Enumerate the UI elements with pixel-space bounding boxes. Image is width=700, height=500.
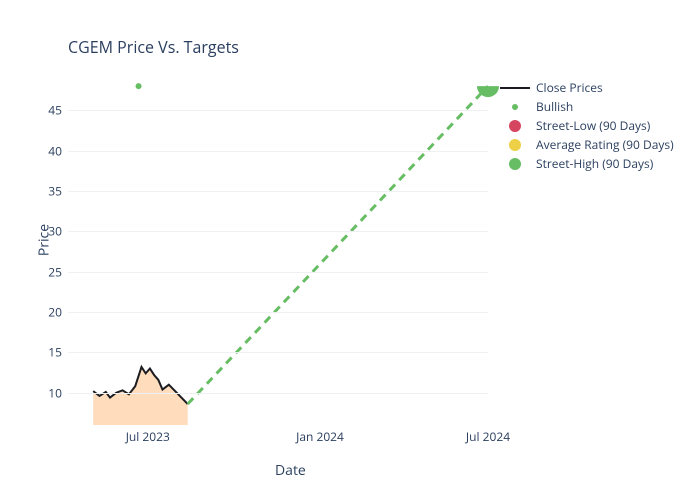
legend-item[interactable]: Close Prices xyxy=(500,78,674,97)
legend-swatch-wrap xyxy=(500,158,530,170)
y-tick-label: 45 xyxy=(32,102,62,119)
y-tick-label: 15 xyxy=(32,344,62,361)
legend-swatch-line xyxy=(500,87,530,89)
legend-swatch-wrap xyxy=(500,120,530,132)
legend-swatch-wrap xyxy=(500,139,530,151)
forecast-line xyxy=(188,86,488,404)
gridline xyxy=(68,312,488,313)
close-prices-area xyxy=(93,367,188,425)
plot-svg xyxy=(68,70,488,425)
legend-label: Street-Low (90 Days) xyxy=(536,117,650,134)
x-tick-label: Jan 2024 xyxy=(296,428,344,445)
y-tick-label: 20 xyxy=(32,304,62,321)
gridline xyxy=(68,231,488,232)
legend-swatch-dot xyxy=(509,139,521,151)
x-axis-label: Date xyxy=(275,461,306,480)
legend-item[interactable]: Bullish xyxy=(500,97,674,116)
legend-item[interactable]: Street-Low (90 Days) xyxy=(500,116,674,135)
y-tick-label: 35 xyxy=(32,183,62,200)
legend-swatch-dot xyxy=(509,120,521,132)
gridline xyxy=(68,191,488,192)
price-target-chart: CGEM Price Vs. Targets Price Date 101520… xyxy=(0,0,700,500)
legend-label: Average Rating (90 Days) xyxy=(536,136,674,153)
plot-area: 1015202530354045Jul 2023Jan 2024Jul 2024 xyxy=(68,70,488,425)
legend-swatch-wrap xyxy=(500,104,530,110)
x-tick-label: Jul 2023 xyxy=(126,428,170,445)
gridline xyxy=(68,393,488,394)
legend-label: Bullish xyxy=(536,98,573,115)
legend: Close Prices Bullish Street-Low (90 Days) A… xyxy=(500,78,674,173)
legend-label: Street-High (90 Days) xyxy=(536,155,653,172)
legend-swatch-dot xyxy=(512,104,518,110)
gridline xyxy=(68,151,488,152)
legend-swatch-dot xyxy=(509,158,521,170)
legend-label: Close Prices xyxy=(536,79,603,96)
gridline xyxy=(68,110,488,111)
y-tick-label: 25 xyxy=(32,263,62,280)
bullish-point xyxy=(136,83,142,89)
chart-title: CGEM Price Vs. Targets xyxy=(68,36,239,58)
x-tick-label: Jul 2024 xyxy=(466,428,510,445)
y-tick-label: 10 xyxy=(32,384,62,401)
legend-item[interactable]: Average Rating (90 Days) xyxy=(500,135,674,154)
gridline xyxy=(68,272,488,273)
y-tick-label: 30 xyxy=(32,223,62,240)
y-tick-label: 40 xyxy=(32,142,62,159)
legend-item[interactable]: Street-High (90 Days) xyxy=(500,154,674,173)
gridline xyxy=(68,352,488,353)
